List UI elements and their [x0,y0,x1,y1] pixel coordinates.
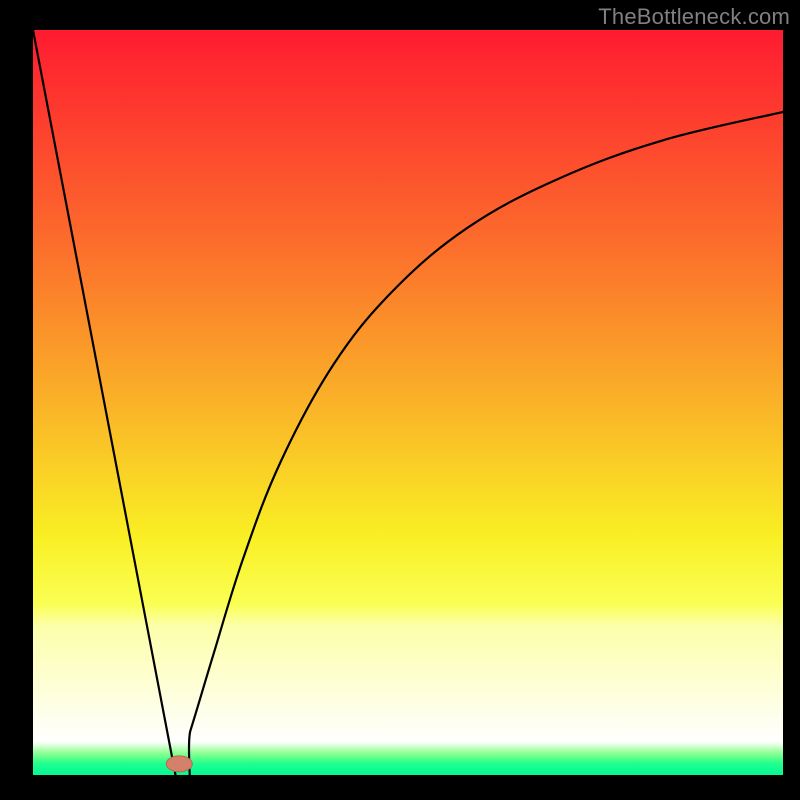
chart-container: TheBottleneck.com [0,0,800,800]
optimal-point-marker [166,756,192,772]
watermark-label: TheBottleneck.com [598,4,790,30]
bottleneck-chart [0,0,800,800]
gradient-background [33,30,783,775]
